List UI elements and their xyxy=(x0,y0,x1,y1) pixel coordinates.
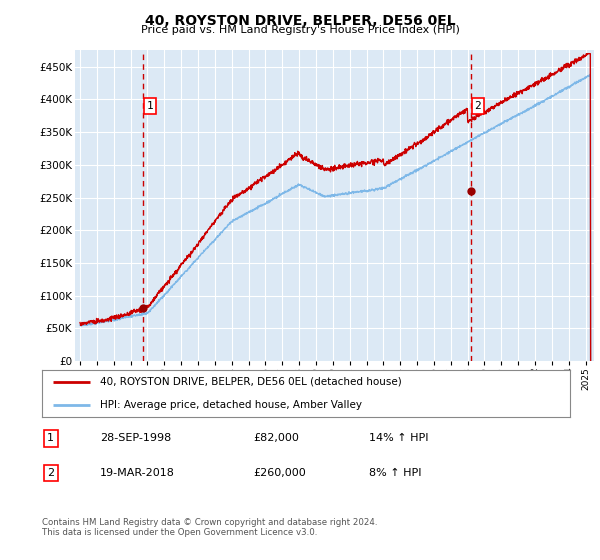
Text: 1: 1 xyxy=(146,101,154,111)
Text: Price paid vs. HM Land Registry's House Price Index (HPI): Price paid vs. HM Land Registry's House … xyxy=(140,25,460,35)
Text: Contains HM Land Registry data © Crown copyright and database right 2024.
This d: Contains HM Land Registry data © Crown c… xyxy=(42,518,377,538)
Text: £260,000: £260,000 xyxy=(253,468,306,478)
Text: 1: 1 xyxy=(47,433,54,444)
Text: £82,000: £82,000 xyxy=(253,433,299,444)
Text: 14% ↑ HPI: 14% ↑ HPI xyxy=(370,433,429,444)
Text: 2: 2 xyxy=(475,101,481,111)
Text: 2: 2 xyxy=(47,468,55,478)
Text: 40, ROYSTON DRIVE, BELPER, DE56 0EL (detached house): 40, ROYSTON DRIVE, BELPER, DE56 0EL (det… xyxy=(100,376,402,386)
Text: 8% ↑ HPI: 8% ↑ HPI xyxy=(370,468,422,478)
Text: 40, ROYSTON DRIVE, BELPER, DE56 0EL: 40, ROYSTON DRIVE, BELPER, DE56 0EL xyxy=(145,14,455,28)
Text: 28-SEP-1998: 28-SEP-1998 xyxy=(100,433,172,444)
Text: HPI: Average price, detached house, Amber Valley: HPI: Average price, detached house, Ambe… xyxy=(100,400,362,410)
Text: 19-MAR-2018: 19-MAR-2018 xyxy=(100,468,175,478)
